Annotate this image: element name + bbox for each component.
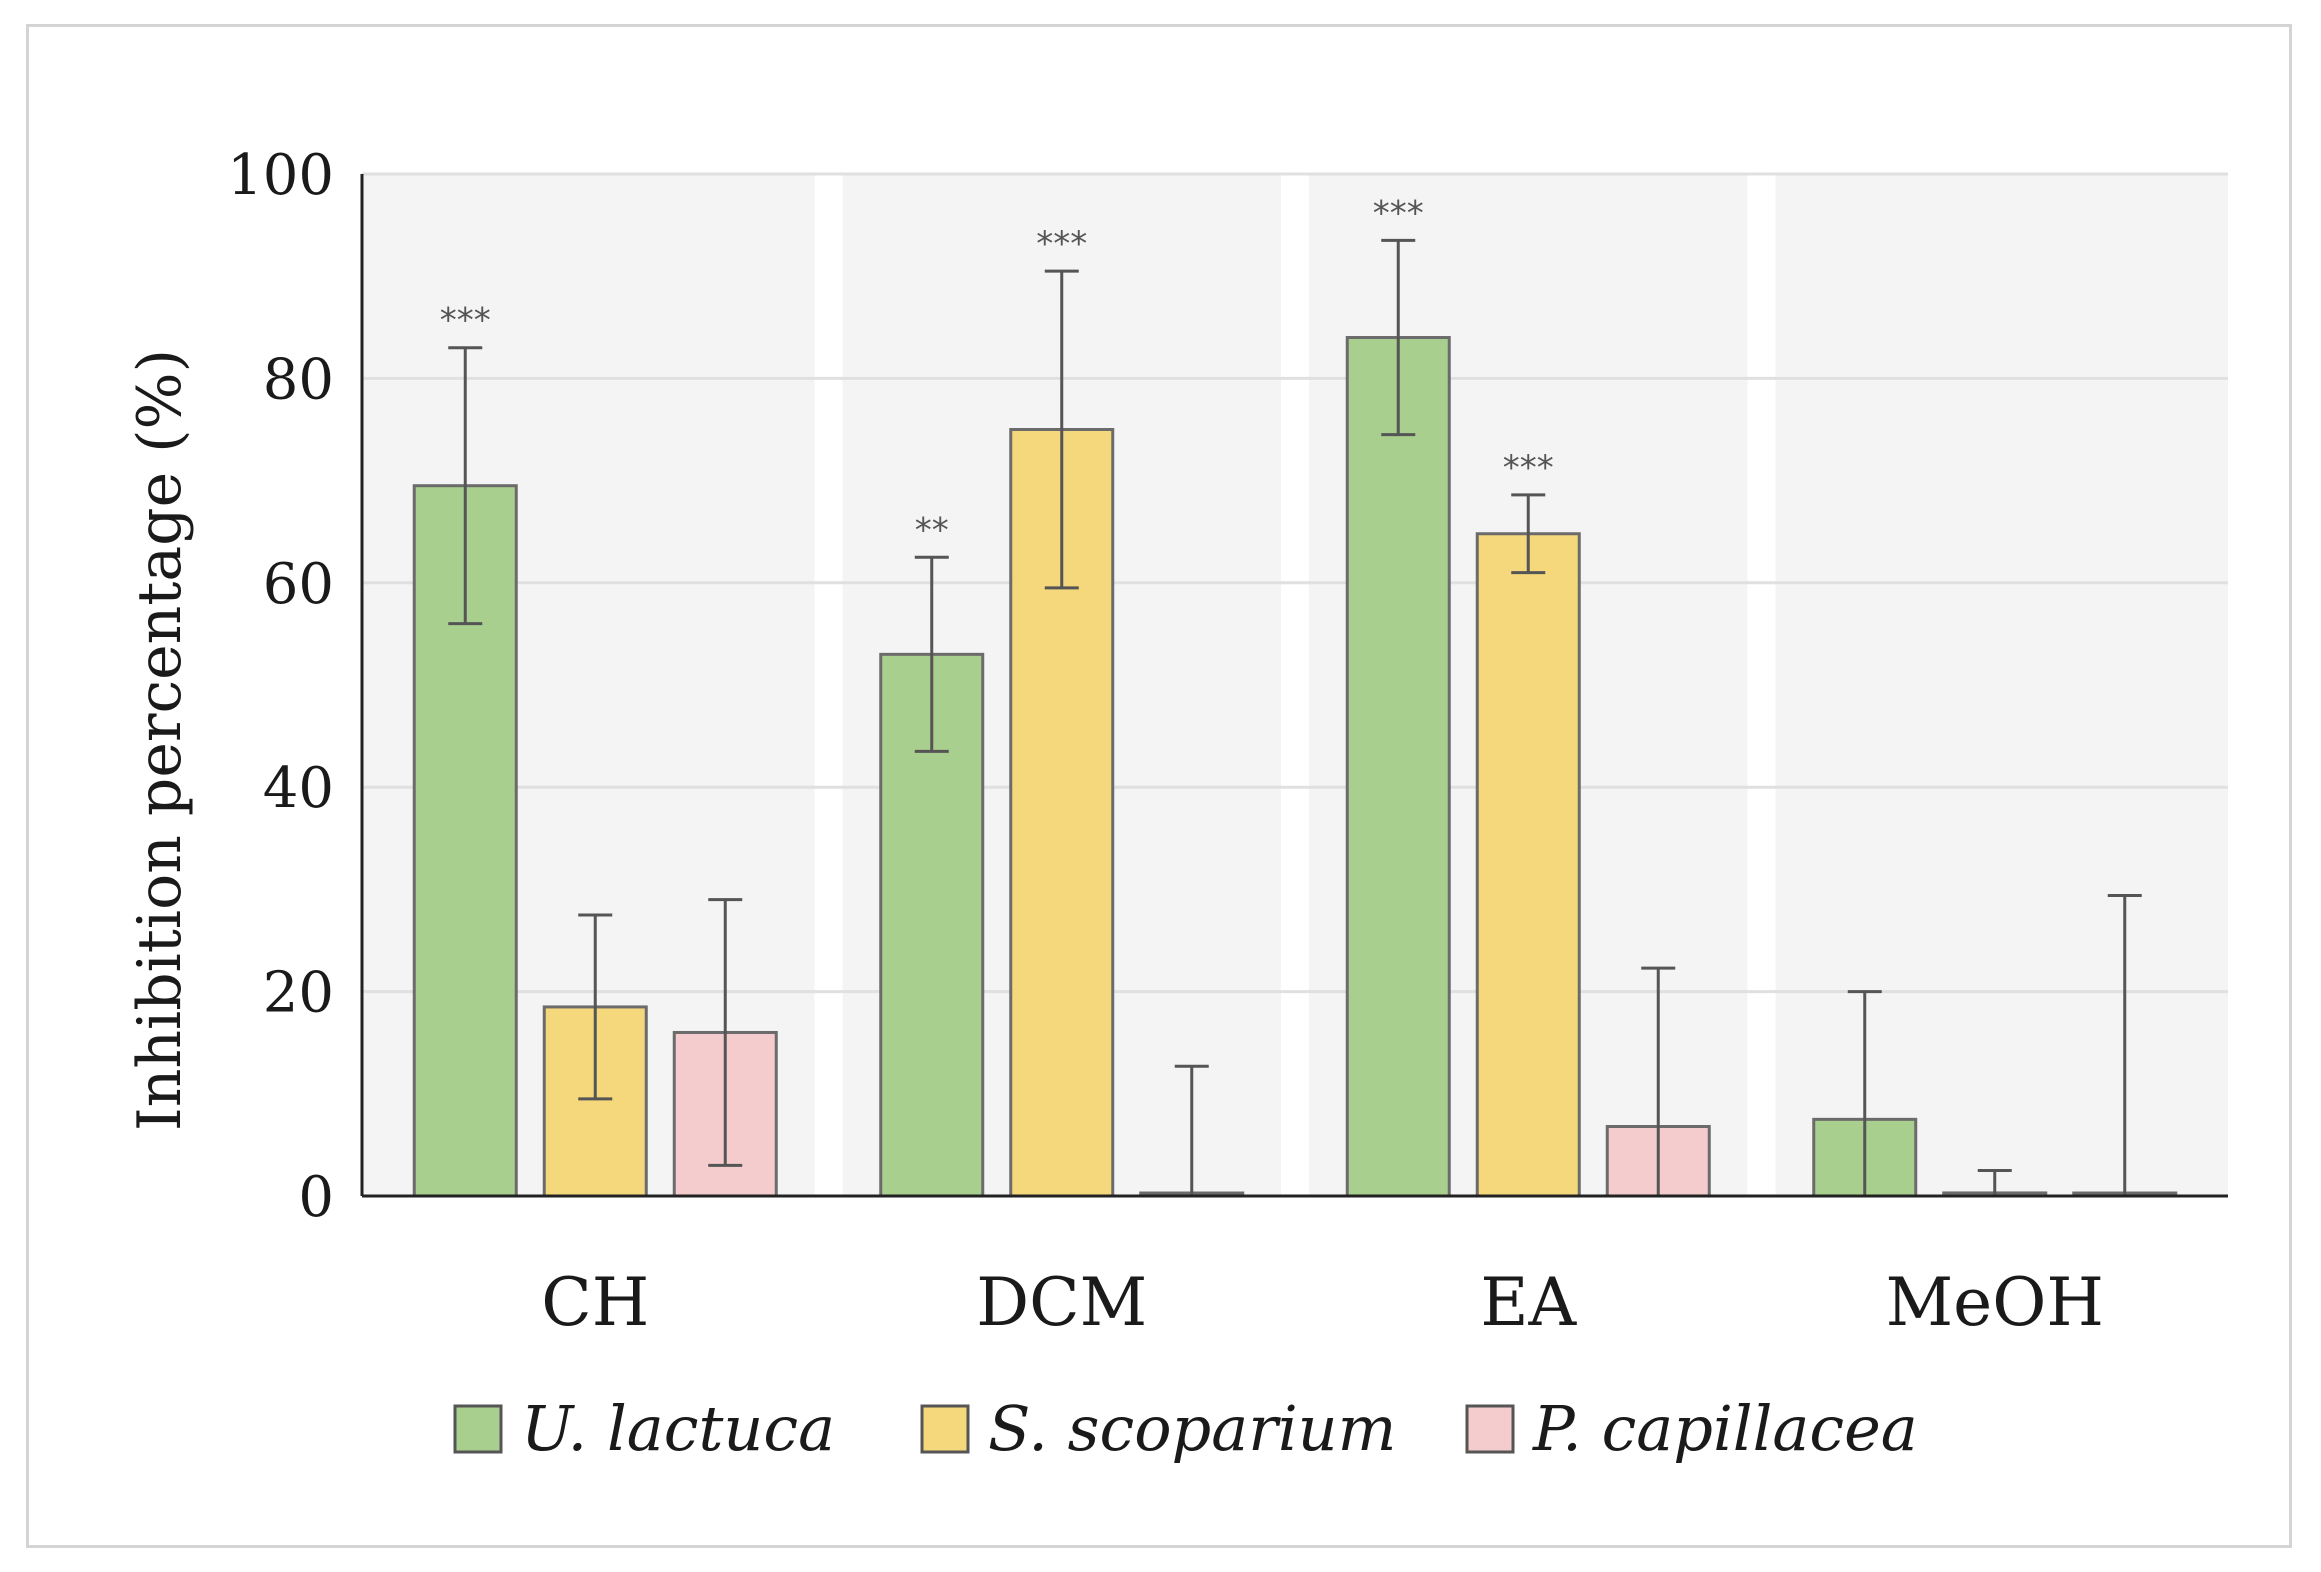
error-bars: [448, 238, 2142, 1196]
category-band-meoh: [1775, 174, 2228, 1196]
y-axis-title: Inhibition percentage (%): [125, 349, 195, 1131]
x-tick-label-ch: CH: [541, 1264, 649, 1341]
y-tick-label-100: 100: [227, 143, 334, 208]
significance-ea-series-1: ***: [1503, 448, 1554, 488]
legend-label-series-0: U. lactuca: [521, 1392, 835, 1465]
y-tick-label-0: 0: [298, 1165, 334, 1230]
legend-label-series-2: P. capillacea: [1532, 1392, 1918, 1465]
gridlines: [362, 172, 2228, 994]
axes: [360, 174, 2228, 1198]
figure-frame: [26, 24, 2292, 1548]
significance-marks: **************: [440, 193, 1554, 550]
x-tick-label-meoh: MeOH: [1886, 1264, 2104, 1341]
significance-ch-series-0: ***: [440, 301, 491, 341]
y-tick-label-20: 20: [263, 961, 334, 1026]
x-tick-label-dcm: DCM: [976, 1264, 1147, 1341]
significance-dcm-series-1: ***: [1036, 224, 1087, 264]
legend-swatch-series-1: [920, 1404, 970, 1454]
y-tick-label-80: 80: [263, 347, 334, 412]
y-tick-labels: 0 20 40 60 80 100: [227, 143, 334, 1230]
legend-swatch-series-2: [1465, 1404, 1515, 1454]
y-tick-label-60: 60: [263, 552, 334, 617]
legend: U. lactuca S. scoparium P. capillacea: [453, 1392, 1918, 1465]
legend-swatch-series-0: [453, 1404, 503, 1454]
bar-ea-series-1: [1475, 532, 1581, 1198]
significance-ea-series-0: ***: [1373, 193, 1424, 233]
legend-label-series-1: S. scoparium: [988, 1392, 1396, 1465]
y-tick-label-40: 40: [263, 756, 334, 821]
significance-dcm-series-0: **: [915, 510, 949, 550]
bar-ea-series-0: [1345, 336, 1451, 1198]
x-category-labels: CH DCM EA MeOH: [541, 1264, 2104, 1341]
bars: [412, 336, 2178, 1198]
x-tick-label-ea: EA: [1480, 1264, 1577, 1341]
